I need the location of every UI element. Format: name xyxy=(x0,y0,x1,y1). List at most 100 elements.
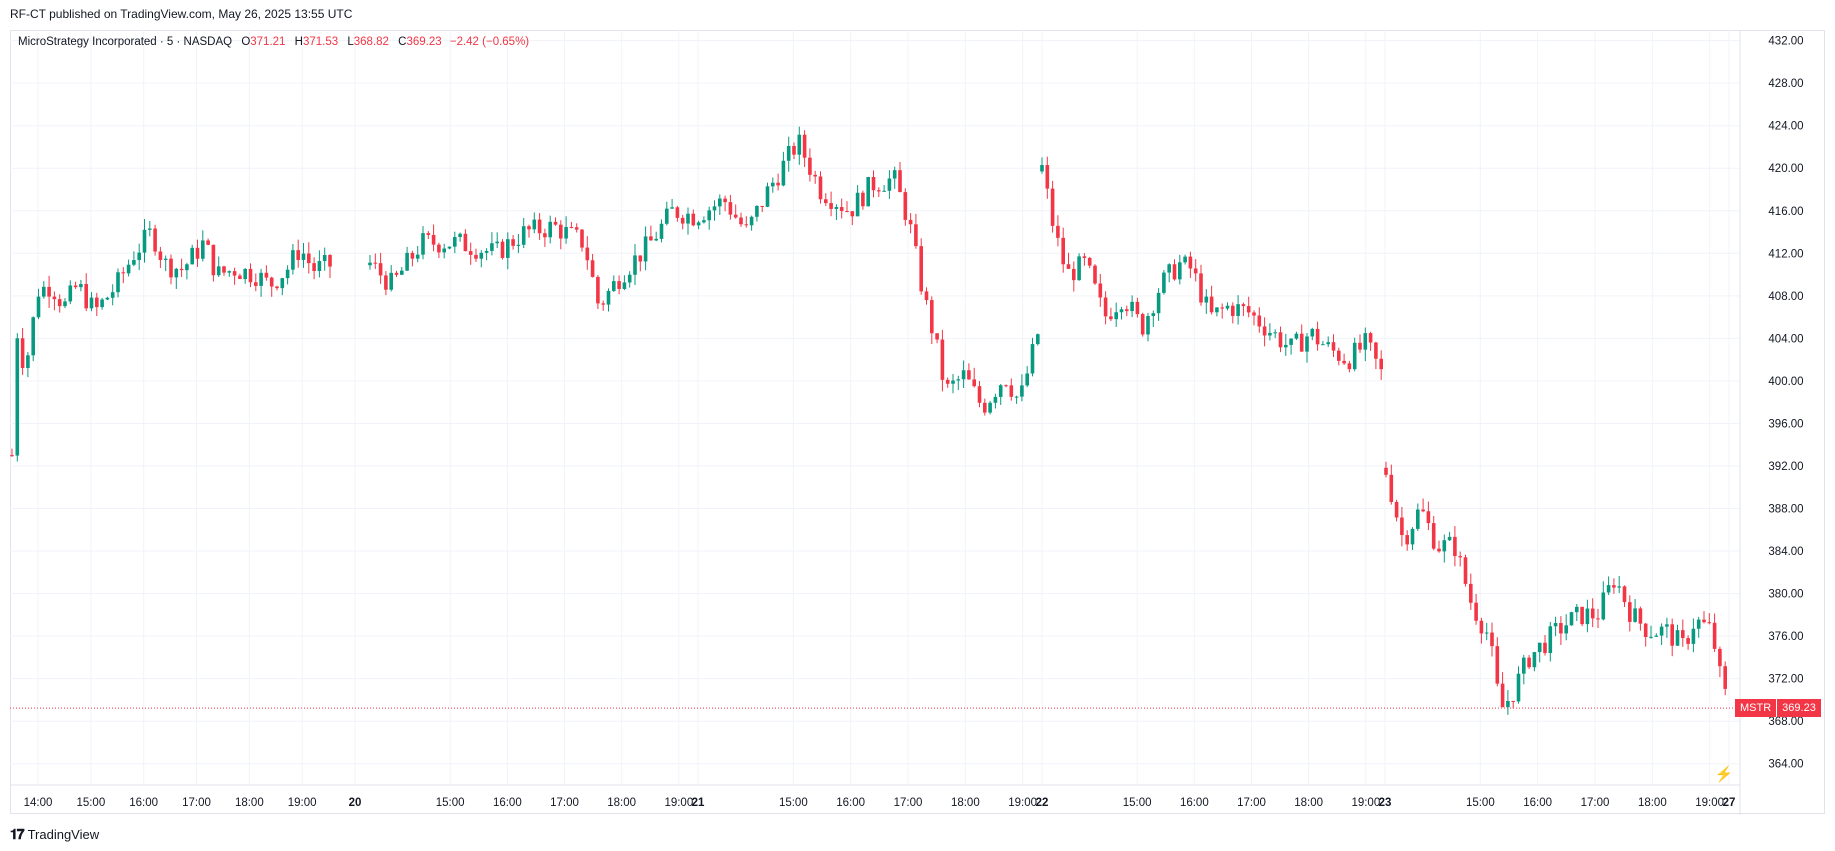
candle-body xyxy=(95,297,99,308)
candle-body xyxy=(1675,630,1680,646)
candle-body xyxy=(903,192,908,220)
candle-body xyxy=(1394,501,1399,518)
candle-body xyxy=(500,241,505,258)
candle-body xyxy=(1326,342,1330,345)
candle-body xyxy=(813,174,817,177)
time-tick-label: 15:00 xyxy=(779,797,808,809)
candle-body xyxy=(977,386,982,403)
candle-body xyxy=(1702,619,1706,623)
candle-body xyxy=(877,190,881,192)
candle-body xyxy=(1289,338,1293,345)
candle-body xyxy=(1193,268,1198,274)
candle-body xyxy=(1321,344,1325,346)
candle-body xyxy=(1252,312,1256,316)
candle-body xyxy=(1606,585,1611,593)
tradingview-footer[interactable]: 𝟏𝟕 TradingView xyxy=(10,826,99,843)
lightning-icon[interactable]: ⚡ xyxy=(1714,766,1734,783)
candle-body xyxy=(1617,586,1621,588)
candle-body xyxy=(818,176,823,200)
candle-body xyxy=(580,229,584,248)
candle-body xyxy=(993,396,998,403)
candle-body xyxy=(1178,262,1182,280)
candle-body xyxy=(243,268,247,280)
candle-body xyxy=(1691,628,1696,644)
candle-body xyxy=(1009,385,1014,397)
candle-body xyxy=(206,240,210,245)
candle-body xyxy=(892,170,897,179)
candle-body xyxy=(1585,608,1590,625)
price-tick-label: 384.00 xyxy=(1768,546,1803,558)
candle-body xyxy=(269,277,274,287)
candle-body xyxy=(1315,328,1320,345)
candle-body xyxy=(1426,511,1431,524)
time-tick-label: 14:00 xyxy=(24,797,53,809)
candle-body xyxy=(73,285,78,288)
candle-body xyxy=(1215,307,1219,313)
candle-body xyxy=(163,258,168,260)
time-tick-label: 16:00 xyxy=(493,797,522,809)
candle-body xyxy=(622,282,627,289)
candle-body xyxy=(1109,316,1113,320)
candle-body xyxy=(1522,657,1526,674)
candle-body xyxy=(216,266,221,276)
chart-frame[interactable] xyxy=(10,30,1825,814)
candle-body xyxy=(137,252,141,261)
candle-body xyxy=(649,236,653,241)
candle-body xyxy=(691,213,696,226)
tradingview-logo-icon: 𝟏𝟕 xyxy=(10,826,25,842)
price-tick-label: 376.00 xyxy=(1768,631,1803,643)
candle-body xyxy=(201,240,205,259)
candle-body xyxy=(696,222,701,226)
candle-body xyxy=(400,270,404,275)
time-tick-label: 20 xyxy=(349,797,362,809)
candle-body xyxy=(1172,264,1177,280)
candle-body xyxy=(887,178,892,191)
candle-body xyxy=(559,224,563,239)
candle-body xyxy=(951,380,955,384)
candle-body xyxy=(1681,630,1685,639)
candle-body xyxy=(79,284,83,288)
candle-body xyxy=(749,216,754,226)
candle-body xyxy=(447,246,452,249)
price-tag-value: 369.23 xyxy=(1777,699,1821,718)
candle-body xyxy=(1532,652,1537,668)
candle-body xyxy=(1045,165,1050,189)
time-tick-label: 19:00 xyxy=(1695,797,1724,809)
candle-body xyxy=(1447,536,1452,541)
candle-body xyxy=(1284,344,1288,348)
open-label: O xyxy=(241,36,251,48)
candle-body xyxy=(389,272,393,290)
candle-body xyxy=(781,160,786,186)
candle-body xyxy=(1119,309,1124,313)
symbol-legend: MicroStrategy Incorporated · 5 · NASDAQ … xyxy=(18,36,529,48)
candle-body xyxy=(1061,237,1065,265)
candle-body xyxy=(1575,606,1579,613)
candle-body xyxy=(47,286,51,297)
candle-body xyxy=(415,254,420,259)
candle-body xyxy=(26,355,30,368)
candle-body xyxy=(1580,606,1584,625)
candle-body xyxy=(1082,256,1087,258)
candle-body xyxy=(506,239,510,258)
candle-body xyxy=(1188,256,1193,269)
candle-body xyxy=(368,262,372,266)
candle-body xyxy=(1066,264,1071,269)
candle-body xyxy=(1331,342,1336,351)
candle-body xyxy=(1156,292,1161,314)
candle-body xyxy=(755,205,759,217)
candle-body xyxy=(1098,283,1103,298)
candle-body xyxy=(1352,342,1357,370)
candle-body xyxy=(1569,612,1574,626)
candle-body xyxy=(988,402,992,413)
candle-body xyxy=(328,254,332,267)
candle-body xyxy=(1337,350,1341,361)
candle-body xyxy=(601,303,605,305)
candle-body xyxy=(195,247,200,259)
candle-body xyxy=(829,203,833,209)
candle-body xyxy=(126,264,131,274)
candle-body xyxy=(776,182,780,186)
candle-body xyxy=(1649,636,1653,638)
candle-body xyxy=(132,260,136,265)
candle-body xyxy=(1162,272,1166,293)
